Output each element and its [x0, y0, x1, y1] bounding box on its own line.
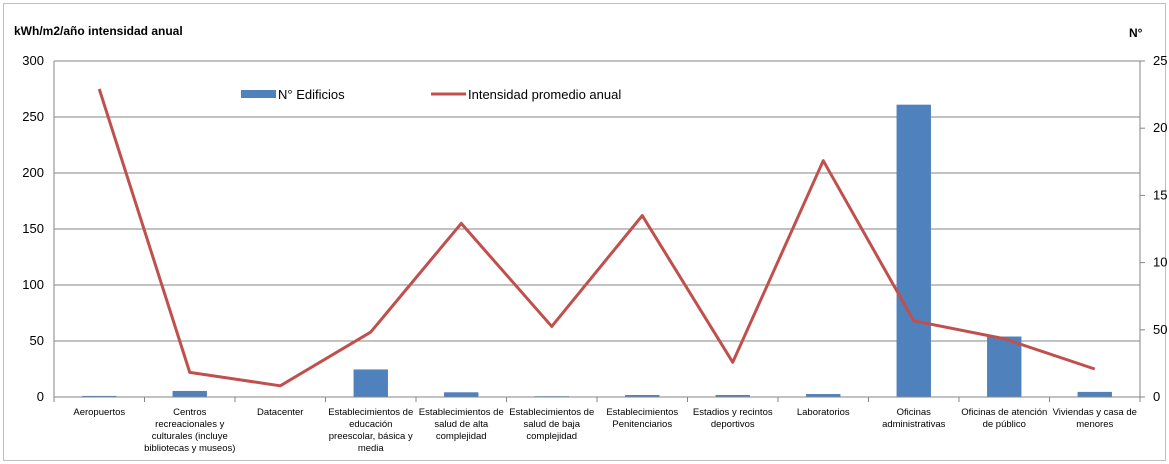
- left-tick-label: 100: [22, 277, 44, 292]
- legend-label-bars: N° Edificios: [278, 87, 345, 102]
- category-label-line: bibliotecas y museos): [144, 443, 235, 454]
- category-label-line: Establecimientos: [606, 407, 678, 418]
- left-tick-label: 50: [30, 333, 44, 348]
- category-label-line: Viviendas y casa de: [1053, 407, 1137, 418]
- bar: [353, 369, 388, 397]
- bar: [896, 104, 931, 398]
- bar: [987, 336, 1022, 397]
- category-label-line: Penitenciarios: [612, 419, 672, 430]
- right-tick-label: 0: [1153, 389, 1160, 404]
- right-tick-label: 500: [1153, 322, 1167, 337]
- legend-label-line: Intensidad promedio anual: [468, 87, 621, 102]
- chart-frame: 0 50 100 150 200 250 300 0 500 1000 1500 2000 2500 Ae…: [3, 3, 1167, 461]
- category-label: Establecimientos de salud de alta compleji…: [419, 407, 504, 442]
- left-axis-title: kWh/m2/año intensidad anual: [14, 24, 183, 38]
- category-label-line: administrativas: [882, 419, 946, 430]
- bar: [82, 395, 117, 397]
- category-label-line: Estadios y recintos: [693, 407, 773, 418]
- bar: [172, 390, 207, 397]
- category-label: Establecimientos de salud de baja compleji…: [509, 407, 594, 442]
- category-label: Oficinas administrativas: [882, 407, 946, 430]
- line-series: [97, 88, 1096, 388]
- category-label-line: Establecimientos de: [419, 407, 504, 418]
- category-label-line: Laboratorios: [797, 407, 850, 418]
- left-tick-label: 250: [22, 109, 44, 124]
- category-label-line: de público: [983, 419, 1026, 430]
- category-label-line: Establecimientos de: [328, 407, 413, 418]
- bar: [806, 394, 841, 397]
- right-tick-label: 1500: [1153, 187, 1167, 202]
- category-label: Viviendas y casa de menores: [1053, 407, 1137, 430]
- axes: [53, 60, 1145, 402]
- gridlines: [54, 60, 1140, 398]
- category-label: Laboratorios: [797, 407, 850, 418]
- legend: N° Edificios Intensidad promedio anual: [241, 87, 621, 102]
- category-label-line: recreacionales y: [155, 419, 224, 430]
- category-label: Establecimientos Penitenciarios: [606, 407, 678, 430]
- category-label-line: Aeropuertos: [73, 407, 125, 418]
- tick-labels: 0 50 100 150 200 250 300 0 500 1000 1500 2000 2500 Ae…: [22, 53, 1167, 454]
- category-label: Aeropuertos: [73, 407, 125, 418]
- category-label-line: salud de alta: [434, 419, 489, 430]
- category-label-line: preescolar, básica y: [329, 431, 413, 442]
- right-tick-label: 2000: [1153, 120, 1167, 135]
- category-label: Establecimientos de educación preescolar, …: [328, 407, 413, 454]
- category-label-line: culturales (incluye: [152, 431, 228, 442]
- category-label-line: menores: [1076, 419, 1113, 430]
- category-label-line: educación: [349, 419, 392, 430]
- left-tick-label: 0: [37, 389, 44, 404]
- category-label-line: Oficinas: [897, 407, 932, 418]
- category-label-line: deportivos: [711, 419, 755, 430]
- category-label-line: Centros: [173, 407, 207, 418]
- bar-series: [82, 104, 1112, 398]
- category-label: Datacenter: [257, 407, 303, 418]
- intensity-line: [97, 88, 1096, 388]
- left-tick-label: 300: [22, 53, 44, 68]
- right-axis-title: N°: [1129, 26, 1143, 40]
- category-label-line: complejidad: [436, 431, 487, 442]
- category-label-line: complejidad: [526, 431, 577, 442]
- bar: [444, 392, 479, 397]
- left-tick-label: 150: [22, 221, 44, 236]
- category-label: Oficinas de atención de público: [961, 407, 1047, 430]
- left-tick-label: 200: [22, 165, 44, 180]
- category-label-line: Datacenter: [257, 407, 303, 418]
- bar: [625, 394, 660, 397]
- legend-swatch-bars: [241, 90, 276, 98]
- bar: [715, 394, 750, 397]
- category-label: Estadios y recintos deportivos: [693, 407, 773, 430]
- category-label: Centros recreacionales y culturales (inclu…: [144, 407, 235, 454]
- category-label-line: Oficinas de atención: [961, 407, 1047, 418]
- right-tick-label: 2500: [1153, 53, 1167, 68]
- combo-chart: 0 50 100 150 200 250 300 0 500 1000 1500 2000 2500 Ae…: [14, 24, 1167, 454]
- category-label-line: media: [358, 443, 385, 454]
- bar: [1077, 391, 1112, 397]
- category-label-line: salud de baja: [523, 419, 580, 430]
- category-label-line: Establecimientos de: [509, 407, 594, 418]
- right-tick-label: 1000: [1153, 255, 1167, 270]
